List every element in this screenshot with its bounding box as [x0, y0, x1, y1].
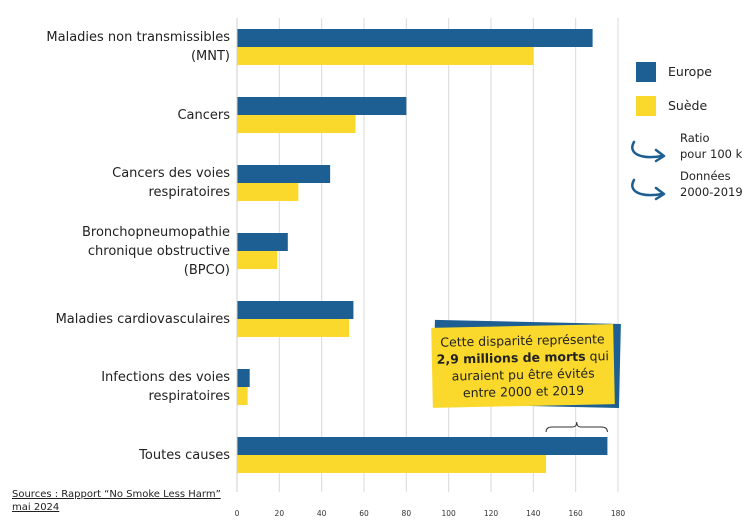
legend-swatch-suede: [636, 96, 656, 116]
category-label-line: (BPCO): [183, 262, 230, 278]
source-note: Sources : Rapport “No Smoke Less Harm” m…: [12, 488, 221, 514]
category-label-line: Cancers: [177, 107, 230, 123]
x-tick-label: 80: [402, 509, 412, 518]
category-label: Bronchopneumopathie chronique obstructive…: [82, 223, 230, 280]
bar-europe: [237, 29, 593, 47]
category-label-line: Infections des voies: [101, 370, 230, 385]
category-label-line: Cancers des voies: [112, 166, 230, 181]
curved-arrow-icon: [631, 178, 666, 201]
x-tick-label: 140: [526, 509, 541, 518]
bar-suede: [237, 455, 547, 473]
bar-suede: [237, 251, 278, 269]
callout-bold: 2,9 millions de morts: [436, 348, 586, 367]
x-tick-label: 0: [235, 509, 240, 518]
note-donnees-line1: Données: [680, 169, 731, 183]
bar-suede: [237, 47, 534, 65]
legend-label-europe: Europe: [668, 64, 712, 79]
category-label-line: Maladies non transmissibles: [46, 30, 230, 45]
category-label-line: Bronchopneumopathie: [81, 224, 230, 240]
x-tick-label: 100: [442, 509, 457, 518]
category-label-line: (MNT): [190, 49, 230, 64]
legend-label-suede: Suède: [668, 98, 708, 113]
bar-europe: [237, 233, 288, 251]
source-line1: Sources : Rapport “No Smoke Less Harm”: [12, 489, 221, 500]
gap-bracket: [545, 421, 608, 433]
curved-arrow-icon: [631, 140, 666, 163]
bar-europe: [237, 165, 331, 183]
note-donnees-line2: 2000-2019: [680, 185, 743, 199]
x-tick-label: 40: [317, 509, 327, 518]
callout-box: Cette disparité représente 2,9 millions …: [431, 319, 621, 409]
category-label: Maladies cardiovasculaires: [56, 310, 230, 329]
x-tick-label: 60: [359, 509, 369, 518]
callout-text: Cette disparité représente 2,9 millions …: [431, 330, 614, 402]
note-ratio: Ratio pour 100 k: [680, 130, 742, 162]
bar-europe: [237, 437, 608, 455]
category-label: Cancers: [177, 106, 230, 125]
category-label: Infections des voies respiratoires: [101, 368, 230, 406]
bar-suede: [237, 115, 356, 133]
note-ratio-line2: pour 100 k: [680, 147, 743, 161]
category-label-line: respiratoires: [148, 389, 231, 404]
category-label-line: Toutes causes: [139, 447, 230, 463]
bar-europe: [237, 97, 407, 115]
category-label-line: respiratoires: [148, 185, 231, 200]
category-label-line: Maladies cardiovasculaires: [55, 311, 230, 327]
bar-europe: [237, 301, 354, 319]
bar-europe: [237, 369, 250, 387]
category-label: Cancers des voies respiratoires: [112, 164, 230, 202]
category-label: Toutes causes: [139, 446, 230, 465]
x-tick-label: 160: [569, 509, 584, 518]
note-donnees: Données 2000-2019: [680, 168, 743, 200]
callout-line2-rest: qui: [585, 348, 610, 364]
x-tick-label: 120: [484, 509, 499, 518]
category-label: Maladies non transmissibles (MNT): [46, 28, 230, 66]
legend-swatch-europe: [636, 62, 656, 82]
bar-suede: [237, 319, 350, 337]
bar-suede: [237, 387, 248, 405]
category-label-line: chronique obstructive: [87, 243, 230, 259]
x-tick-label: 20: [275, 509, 285, 518]
source-line2: mai 2024: [12, 502, 60, 513]
note-ratio-line1: Ratio: [680, 131, 710, 145]
bar-suede: [237, 183, 299, 201]
x-tick-label: 180: [611, 509, 626, 518]
